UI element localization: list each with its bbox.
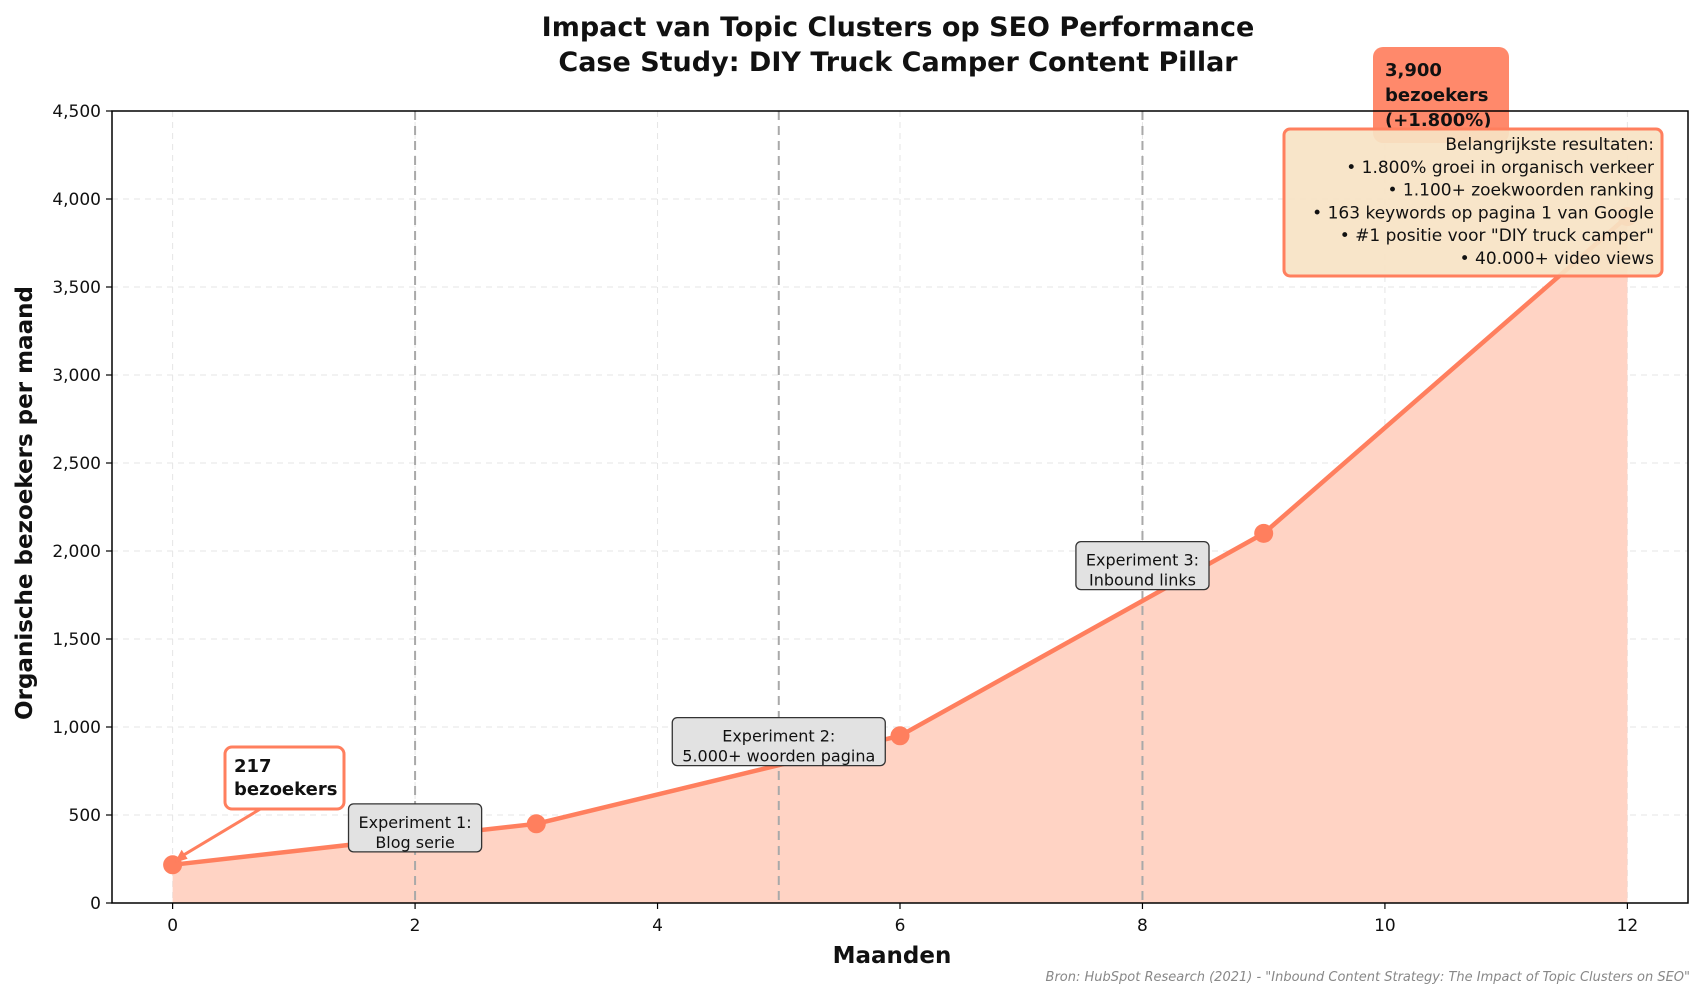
results-line: • 1.100+ zoekwoorden ranking <box>1387 181 1654 201</box>
x-axis-ticks: 0 2 4 6 8 10 12 <box>167 903 1638 936</box>
series-area <box>172 216 1628 904</box>
results-box-frame <box>1282 127 1664 278</box>
start-callout-text: 217 <box>234 756 272 777</box>
y-tick-label: 4,000 <box>52 190 101 210</box>
end-callout-text: (+1.800%) <box>1385 110 1492 131</box>
start-callout-arrow <box>179 806 263 859</box>
x-tick-label: 6 <box>895 916 906 936</box>
y-tick-label: 2,000 <box>52 542 101 562</box>
x-tick-label: 2 <box>410 916 421 936</box>
x-tick-label: 8 <box>1137 916 1148 936</box>
experiment-label-text: Blog serie <box>375 833 455 852</box>
chart-subtitle: Case Study: DIY Truck Camper Content Pil… <box>558 47 1238 78</box>
results-line: • #1 positie voor "DIY truck camper" <box>1340 226 1654 246</box>
experiment-labels: Experiment 1:Blog serie Experiment 2:5.00… <box>347 540 1210 853</box>
data-point <box>890 726 910 746</box>
experiment-label: Experiment 2:5.000+ woorden pagina <box>671 716 886 767</box>
y-tick-label: 3,000 <box>52 366 101 386</box>
experiment-label-box <box>347 803 483 853</box>
experiment-label-text: Experiment 2: <box>722 727 835 746</box>
end-callout: 3,900 bezoekers (+1.800%) <box>1373 47 1509 143</box>
y-tick-label: 4,500 <box>52 102 101 122</box>
results-line: • 1.800% groei in organisch verkeer <box>1346 158 1654 178</box>
data-point <box>526 814 546 834</box>
experiment-label-text: 5.000+ woorden pagina <box>682 747 875 766</box>
end-callout-text: 3,900 <box>1385 60 1442 81</box>
results-line: • 163 keywords op pagina 1 van Google <box>1312 203 1654 223</box>
experiment-label-text: Inbound links <box>1089 571 1196 590</box>
x-tick-label: 4 <box>652 916 663 936</box>
results-line: Belangrijkste resultaten: <box>1445 135 1654 155</box>
annotations: 217bezoekers3,900bezoekers(+1.800%)Belan… <box>174 47 1664 863</box>
results-line: • 40.000+ video views <box>1460 249 1655 269</box>
data-point <box>1254 523 1274 543</box>
results-box: Belangrijkste resultaten: • 1.800% groei … <box>1282 127 1664 278</box>
experiment-label-box <box>671 716 886 767</box>
x-tick-label: 0 <box>167 916 178 936</box>
start-callout-text: bezoekers <box>234 779 337 800</box>
experiment-label-text: Experiment 1: <box>359 813 472 832</box>
experiment-lines <box>414 111 1144 903</box>
chart-title: Impact van Topic Clusters op SEO Perform… <box>542 12 1255 43</box>
source-note: Bron: HubSpot Research (2021) - "Inbound… <box>1046 970 1690 985</box>
x-axis-label: Maanden <box>833 943 952 969</box>
area-layer <box>172 216 1628 904</box>
y-tick-label: 0 <box>90 894 101 914</box>
x-tick-label: 12 <box>1617 916 1639 936</box>
x-tick-label: 10 <box>1374 916 1396 936</box>
y-axis-label: Organische bezoekers per maand <box>12 286 38 720</box>
end-callout-text: bezoekers <box>1385 85 1488 106</box>
y-tick-label: 1,000 <box>52 718 101 738</box>
y-tick-label: 500 <box>69 806 101 826</box>
y-tick-label: 3,500 <box>52 278 101 298</box>
start-callout-arrowhead <box>174 849 188 863</box>
experiment-label: Experiment 3:Inbound links <box>1075 540 1210 591</box>
experiment-label-box <box>1075 540 1210 591</box>
end-callout-box <box>1373 47 1509 143</box>
y-tick-label: 1,500 <box>52 630 101 650</box>
y-axis-ticks: 0 500 1,000 1,500 2,000 2,500 3,000 3,500 4,000 4… <box>52 102 112 914</box>
y-tick-label: 2,500 <box>52 454 101 474</box>
experiment-label-text: Experiment 3: <box>1086 551 1199 570</box>
start-callout-box <box>223 745 346 811</box>
experiment-label: Experiment 1:Blog serie <box>347 803 483 853</box>
